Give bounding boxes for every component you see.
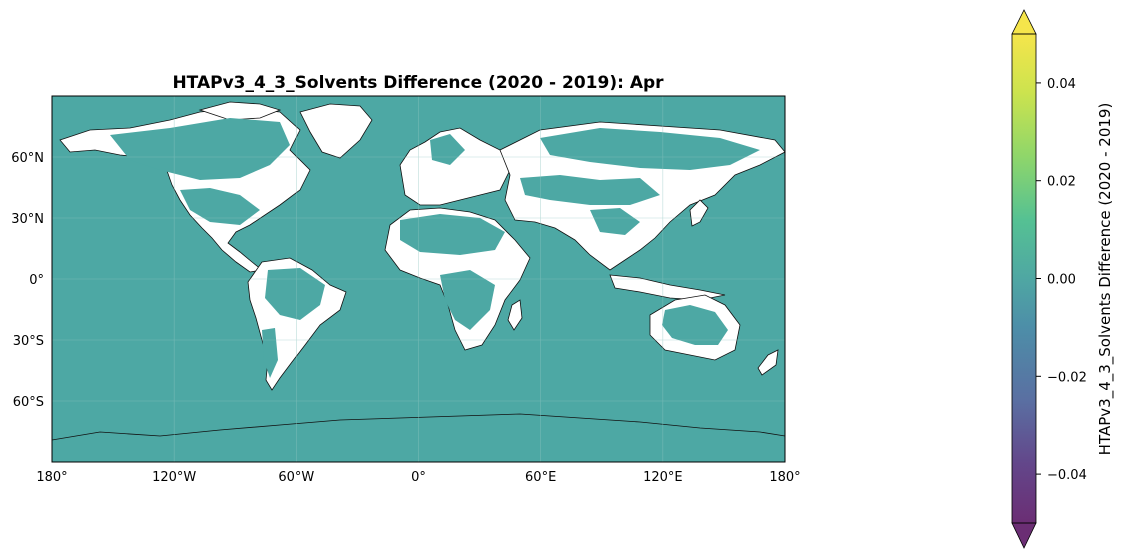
colorbar-tick-label: 0.00 <box>1047 273 1076 288</box>
lon-tick-label: 60°W <box>278 470 314 485</box>
colorbar-extend-min <box>1011 522 1037 549</box>
lat-tick-label: 30°S <box>13 334 44 349</box>
landmass-new-zealand <box>757 349 779 376</box>
patch-central-africa <box>440 270 495 330</box>
lon-tick-labels: 180° 120°W 60°W 0° 60°E 120°E 180° <box>36 470 800 485</box>
patch-us <box>180 188 260 225</box>
land-data-patches <box>110 118 760 378</box>
landmass-indonesia <box>609 274 726 301</box>
colorbar: 0.04 0.02 0.00 −0.02 −0.04 HTAPv3_4_3_Solven… <box>1011 9 1115 549</box>
patch-australia <box>662 305 728 345</box>
gridlines <box>52 96 785 462</box>
patch-sahara <box>400 214 505 255</box>
patch-andes <box>262 328 278 378</box>
patch-central-asia <box>520 175 660 205</box>
lat-tick-label: 60°S <box>13 395 44 410</box>
patch-tibet <box>590 208 640 235</box>
colorbar-extend-max <box>1011 9 1037 35</box>
lon-tick-label: 60°E <box>525 470 556 485</box>
lon-tick-label: 180° <box>769 470 800 485</box>
map-frame <box>51 95 786 463</box>
colorbar-gradient <box>1012 34 1036 523</box>
lat-tick-label: 60°N <box>11 151 44 166</box>
lon-tick-label: 180° <box>36 470 67 485</box>
map-panel <box>52 96 785 462</box>
colorbar-ticks: 0.04 0.02 0.00 −0.02 −0.04 <box>1036 77 1087 483</box>
lat-tick-label: 30°N <box>11 212 44 227</box>
patch-canada <box>110 118 290 180</box>
colorbar-tick-label: −0.04 <box>1047 468 1087 483</box>
colorbar-label: HTAPv3_4_3_Solvents Difference (2020 - 2… <box>1096 103 1115 456</box>
lon-tick-label: 0° <box>411 470 426 485</box>
colorbar-tick-label: 0.04 <box>1047 77 1076 92</box>
lat-tick-label: 0° <box>29 273 44 288</box>
patch-amazon <box>265 268 325 320</box>
colorbar-tick-label: 0.02 <box>1047 175 1076 190</box>
lat-tick-labels: 60°N 30°N 0° 30°S 60°S <box>11 151 44 410</box>
landmass-japan <box>689 199 709 227</box>
map-title: HTAPv3_4_3_Solvents Difference (2020 - 2… <box>172 73 664 93</box>
lon-tick-label: 120°W <box>152 470 196 485</box>
colorbar-tick-label: −0.02 <box>1047 370 1087 385</box>
lon-tick-label: 120°E <box>643 470 683 485</box>
landmass-madagascar <box>507 299 523 331</box>
patch-siberia <box>540 128 760 170</box>
landmass-greenland <box>299 103 373 159</box>
